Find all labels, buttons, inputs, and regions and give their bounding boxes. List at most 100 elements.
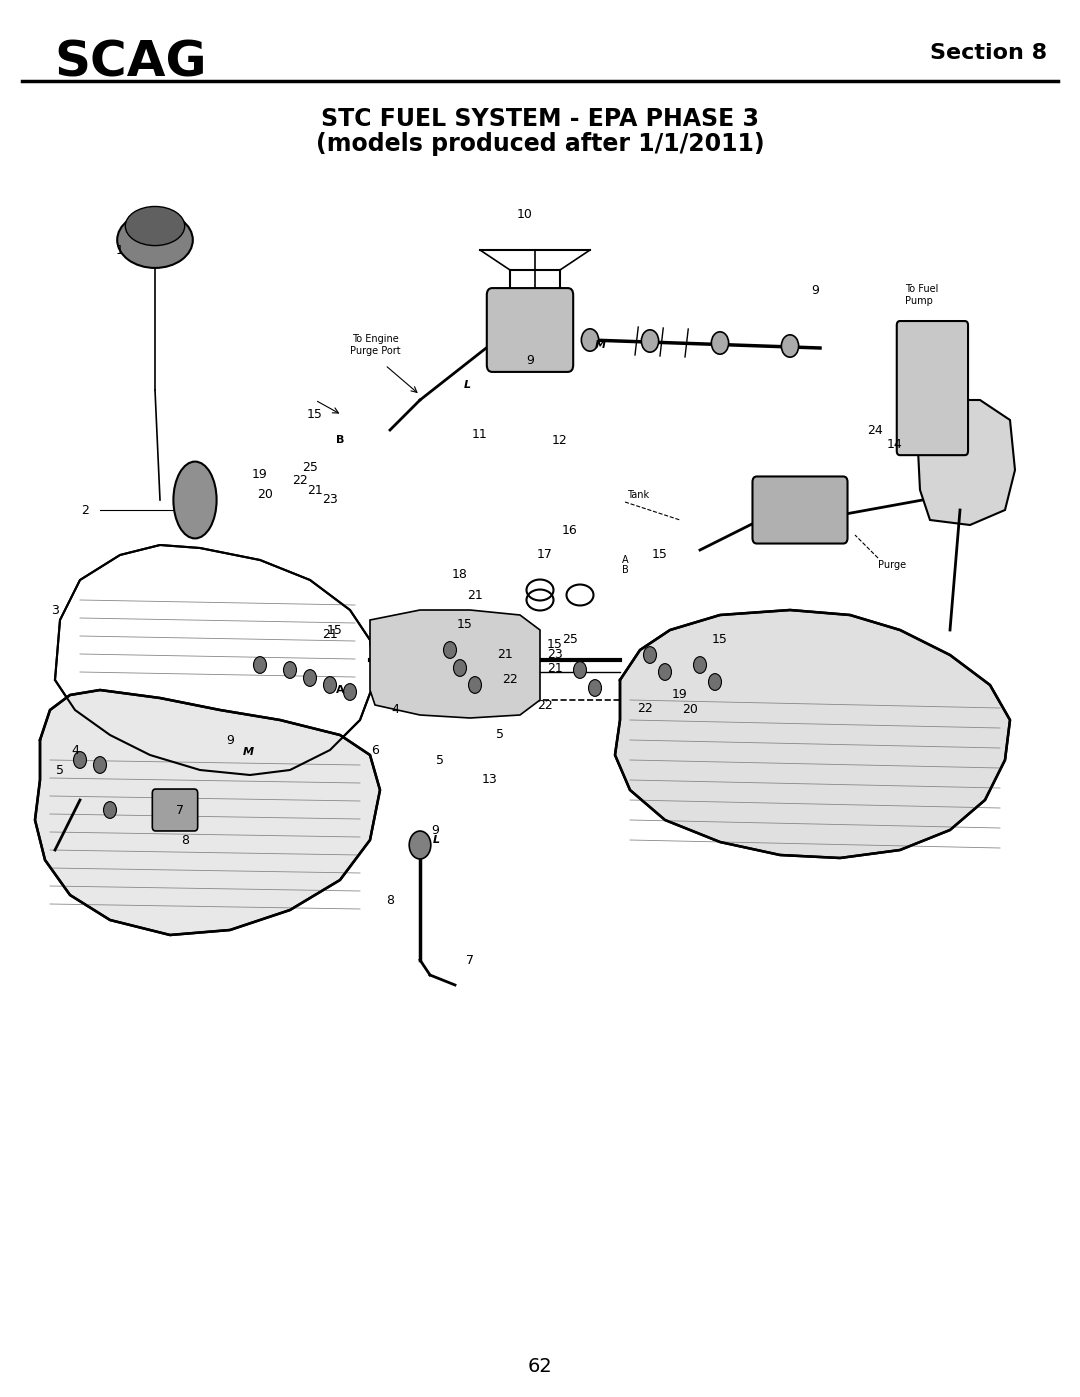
Text: 22: 22 bbox=[502, 673, 518, 686]
Circle shape bbox=[284, 662, 297, 679]
Text: 9: 9 bbox=[431, 823, 438, 837]
Text: 25: 25 bbox=[302, 461, 318, 475]
Text: 16: 16 bbox=[562, 524, 578, 536]
Circle shape bbox=[708, 673, 721, 690]
Text: 15: 15 bbox=[652, 549, 667, 562]
Text: To Engine
Purge Port: To Engine Purge Port bbox=[350, 334, 401, 356]
Text: 23: 23 bbox=[322, 493, 338, 507]
Circle shape bbox=[589, 679, 602, 696]
Text: 2: 2 bbox=[81, 503, 89, 517]
Text: 22: 22 bbox=[637, 701, 653, 714]
Text: 6: 6 bbox=[372, 743, 379, 757]
Text: 18: 18 bbox=[453, 569, 468, 581]
Text: 62: 62 bbox=[528, 1356, 552, 1376]
Text: 12: 12 bbox=[552, 433, 568, 447]
Text: 8: 8 bbox=[181, 834, 189, 847]
FancyBboxPatch shape bbox=[487, 288, 573, 372]
Circle shape bbox=[573, 662, 586, 679]
Text: 9: 9 bbox=[226, 733, 234, 746]
Circle shape bbox=[409, 831, 431, 859]
Circle shape bbox=[444, 641, 457, 658]
Ellipse shape bbox=[118, 212, 193, 268]
Text: 4: 4 bbox=[71, 743, 79, 757]
Text: 10: 10 bbox=[517, 208, 532, 222]
Text: 21: 21 bbox=[497, 648, 513, 662]
Text: 15: 15 bbox=[548, 638, 563, 651]
Circle shape bbox=[693, 657, 706, 673]
Text: 1: 1 bbox=[116, 243, 124, 257]
Text: 13: 13 bbox=[482, 774, 498, 787]
Text: Section 8: Section 8 bbox=[931, 43, 1048, 63]
Circle shape bbox=[254, 657, 267, 673]
Text: 5: 5 bbox=[496, 728, 504, 742]
Polygon shape bbox=[55, 545, 375, 775]
Circle shape bbox=[454, 659, 467, 676]
Text: 15: 15 bbox=[327, 623, 343, 637]
Text: To Fuel
Pump: To Fuel Pump bbox=[905, 284, 939, 306]
Text: 4: 4 bbox=[391, 704, 399, 717]
Text: 25: 25 bbox=[562, 633, 578, 647]
Circle shape bbox=[581, 328, 598, 351]
Circle shape bbox=[781, 335, 798, 358]
Polygon shape bbox=[615, 610, 1010, 858]
Circle shape bbox=[73, 752, 86, 768]
Circle shape bbox=[644, 647, 657, 664]
Text: 21: 21 bbox=[322, 629, 338, 641]
Text: 21: 21 bbox=[548, 662, 563, 675]
Ellipse shape bbox=[125, 207, 185, 246]
Text: L: L bbox=[432, 835, 440, 845]
Text: 11: 11 bbox=[472, 429, 488, 441]
Text: 14: 14 bbox=[887, 439, 903, 451]
Text: 5: 5 bbox=[56, 764, 64, 777]
Text: SCAG: SCAG bbox=[54, 39, 206, 87]
Text: 24: 24 bbox=[867, 423, 882, 436]
Text: 20: 20 bbox=[683, 704, 698, 717]
Text: 15: 15 bbox=[457, 619, 473, 631]
Text: 15: 15 bbox=[307, 408, 323, 422]
Text: 7: 7 bbox=[465, 954, 474, 967]
Text: 20: 20 bbox=[257, 489, 273, 502]
Circle shape bbox=[94, 757, 107, 774]
Circle shape bbox=[659, 664, 672, 680]
Polygon shape bbox=[35, 690, 380, 935]
Text: 3: 3 bbox=[51, 604, 59, 616]
Text: 7: 7 bbox=[176, 803, 184, 816]
Text: 17: 17 bbox=[537, 549, 553, 562]
Text: 21: 21 bbox=[307, 483, 323, 496]
Text: B: B bbox=[336, 434, 345, 446]
FancyBboxPatch shape bbox=[896, 321, 968, 455]
Ellipse shape bbox=[174, 461, 217, 538]
Text: L: L bbox=[463, 380, 471, 390]
Text: 5: 5 bbox=[436, 753, 444, 767]
Text: 22: 22 bbox=[537, 698, 553, 711]
Text: A: A bbox=[336, 685, 345, 694]
Text: B: B bbox=[622, 564, 629, 576]
Text: (models produced after 1/1/2011): (models produced after 1/1/2011) bbox=[315, 131, 765, 156]
Text: 15: 15 bbox=[712, 633, 728, 647]
Text: 8: 8 bbox=[386, 894, 394, 907]
Circle shape bbox=[712, 332, 729, 355]
Circle shape bbox=[343, 683, 356, 700]
Text: Purge: Purge bbox=[878, 560, 906, 570]
Text: 22: 22 bbox=[292, 474, 308, 486]
Text: 19: 19 bbox=[672, 689, 688, 701]
FancyBboxPatch shape bbox=[753, 476, 848, 543]
Circle shape bbox=[642, 330, 659, 352]
FancyBboxPatch shape bbox=[152, 789, 198, 831]
Text: A: A bbox=[622, 555, 629, 564]
Text: 9: 9 bbox=[526, 353, 534, 366]
Polygon shape bbox=[918, 400, 1015, 525]
Text: STC FUEL SYSTEM - EPA PHASE 3: STC FUEL SYSTEM - EPA PHASE 3 bbox=[321, 106, 759, 131]
Polygon shape bbox=[370, 610, 540, 718]
Text: 21: 21 bbox=[468, 588, 483, 602]
Circle shape bbox=[324, 676, 337, 693]
Text: M: M bbox=[242, 747, 254, 757]
Circle shape bbox=[303, 669, 316, 686]
Text: M: M bbox=[594, 339, 606, 351]
Circle shape bbox=[104, 802, 117, 819]
Circle shape bbox=[469, 676, 482, 693]
Text: Tank: Tank bbox=[627, 490, 649, 500]
Text: 19: 19 bbox=[252, 468, 268, 482]
Text: 23: 23 bbox=[548, 648, 563, 662]
Text: 9: 9 bbox=[811, 284, 819, 296]
